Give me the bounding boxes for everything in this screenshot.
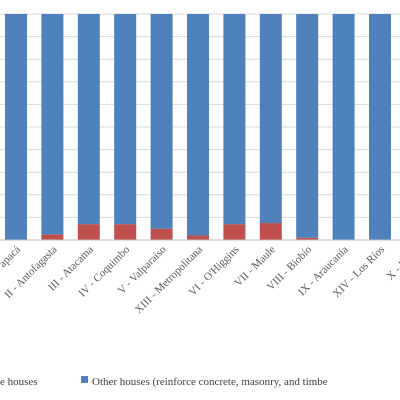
legend: e houses Other houses (reinforce concret…	[0, 376, 328, 388]
x-tick-label: apacá	[0, 244, 23, 270]
bar-segment-series-1	[369, 14, 391, 240]
bar-segment-series-0	[223, 224, 246, 240]
bar-segment-series-1	[114, 14, 137, 225]
bar-segment-series-0	[150, 228, 173, 240]
legend-swatch-series-1	[81, 376, 88, 383]
bar-segment-series-1	[332, 14, 355, 240]
bar-segment-series-1	[259, 14, 282, 224]
x-tick-label: XIII - Metropolitana	[133, 244, 205, 316]
bar-segment-series-1	[223, 14, 246, 225]
legend-label-series-1: Other houses (reinforce concrete, masonr…	[92, 376, 328, 388]
bar-segment-series-1	[41, 14, 64, 235]
legend-label-series-0: e houses	[0, 376, 38, 388]
bar-segment-series-1	[5, 14, 27, 240]
bar-segment-series-0	[114, 224, 137, 240]
bar-segment-series-1	[77, 14, 100, 225]
bar-segment-series-0	[41, 234, 64, 240]
bar-segment-series-1	[296, 14, 319, 238]
bar-segment-series-0	[296, 237, 319, 240]
bar-segment-series-1	[150, 14, 173, 229]
bar-segment-series-0	[187, 235, 209, 240]
x-tick-label: X - Los L	[385, 243, 400, 282]
bar-segment-series-0	[259, 223, 282, 240]
bar-segment-series-1	[187, 14, 209, 236]
bars	[5, 14, 391, 240]
bar-segment-series-0	[77, 224, 100, 240]
